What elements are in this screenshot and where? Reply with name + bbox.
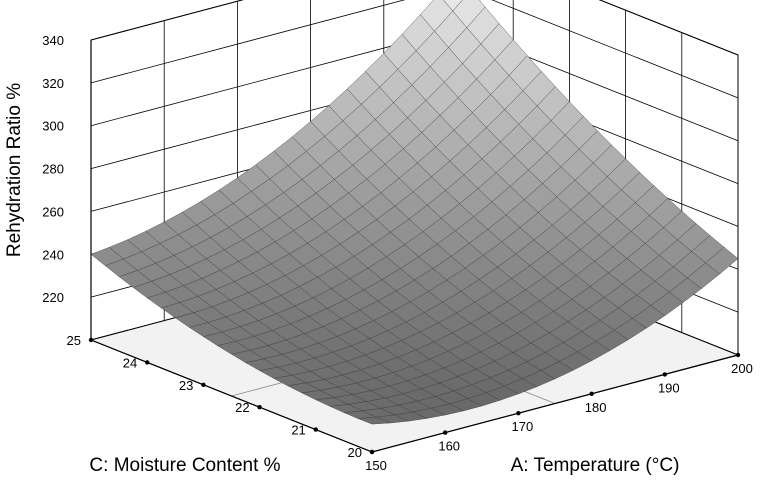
x-tick-label: 160 bbox=[438, 439, 460, 454]
z-tick-label: 260 bbox=[42, 204, 64, 219]
y-tick-label: 23 bbox=[179, 378, 193, 393]
x-tick-mark bbox=[662, 372, 667, 377]
y-tick-label: 20 bbox=[348, 445, 362, 460]
y-tick-mark bbox=[313, 427, 318, 432]
y-axis-title: C: Moisture Content % bbox=[89, 455, 280, 476]
y-tick-mark bbox=[145, 360, 150, 365]
x-axis-title: A: Temperature (°C) bbox=[511, 455, 680, 476]
x-tick-mark bbox=[735, 352, 741, 358]
z-tick-label: 300 bbox=[42, 119, 64, 134]
y-tick-label: 22 bbox=[235, 400, 249, 415]
y-tick-label: 25 bbox=[67, 333, 81, 348]
response-surface bbox=[90, 0, 739, 425]
x-tick-mark bbox=[589, 391, 594, 396]
y-axis-line bbox=[90, 339, 373, 453]
surface-patch bbox=[443, 0, 463, 12]
x-tick-mark bbox=[443, 430, 448, 435]
x-axis-line bbox=[371, 354, 739, 453]
y-tick-mark bbox=[257, 405, 262, 410]
x-tick-mark bbox=[516, 411, 521, 416]
surface-patch bbox=[452, 0, 486, 28]
z-tick-label: 240 bbox=[42, 247, 64, 262]
z-gridline bbox=[90, 0, 739, 99]
y-tick-mark bbox=[201, 382, 206, 387]
y-tick-mark bbox=[369, 449, 375, 455]
y-tick-label: 24 bbox=[123, 355, 137, 370]
surface-patch bbox=[420, 0, 454, 32]
x-tick-label: 170 bbox=[512, 419, 534, 434]
y-tick-label: 21 bbox=[291, 423, 305, 438]
x-tick-label: 150 bbox=[365, 458, 387, 473]
z-gridline bbox=[90, 0, 739, 56]
z-tick-label: 320 bbox=[42, 76, 64, 91]
x-tick-label: 190 bbox=[658, 380, 680, 395]
tick-labels: 150 160 170 180 190 200 20 21 22 23 24 25 220 240 260 2… bbox=[42, 33, 753, 473]
x-tick-label: 200 bbox=[731, 361, 753, 376]
x-tick-label: 180 bbox=[585, 400, 607, 415]
z-tick-label: 340 bbox=[42, 33, 64, 48]
chart-axes bbox=[88, 40, 741, 455]
z-axis-title: Rehydration Ratio % bbox=[4, 83, 25, 257]
z-tick-label: 220 bbox=[42, 290, 64, 305]
y-tick-mark bbox=[88, 337, 94, 343]
z-tick-label: 280 bbox=[42, 162, 64, 177]
